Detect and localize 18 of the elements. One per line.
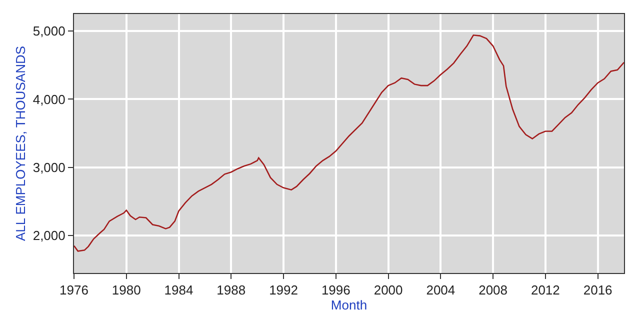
x-tick-label: 2016 bbox=[583, 282, 612, 298]
x-tick-label: 1996 bbox=[321, 282, 350, 298]
line-series bbox=[74, 34, 624, 252]
x-tick-label: 2008 bbox=[478, 282, 508, 298]
x-tick-label: 1980 bbox=[112, 282, 141, 298]
x-tick-label: 2004 bbox=[426, 282, 456, 298]
y-tick-label: 2,000 bbox=[32, 228, 66, 244]
x-tick-label: 1984 bbox=[164, 282, 194, 298]
y-axis-title: ALL EMPLOYEES, THOUSANDS bbox=[12, 46, 28, 242]
y-tick-label: 4,000 bbox=[32, 92, 66, 107]
y-tick-label: 3,000 bbox=[32, 160, 66, 175]
x-tick-label: 1976 bbox=[60, 282, 88, 298]
x-tick-label: 2012 bbox=[530, 282, 560, 298]
x-tick-label: 1992 bbox=[269, 282, 298, 298]
x-tick-label: 2000 bbox=[374, 282, 403, 298]
x-axis-title: Month bbox=[330, 298, 368, 313]
y-tick-label: 5,000 bbox=[32, 24, 66, 39]
x-tick-label: 1988 bbox=[216, 282, 246, 298]
